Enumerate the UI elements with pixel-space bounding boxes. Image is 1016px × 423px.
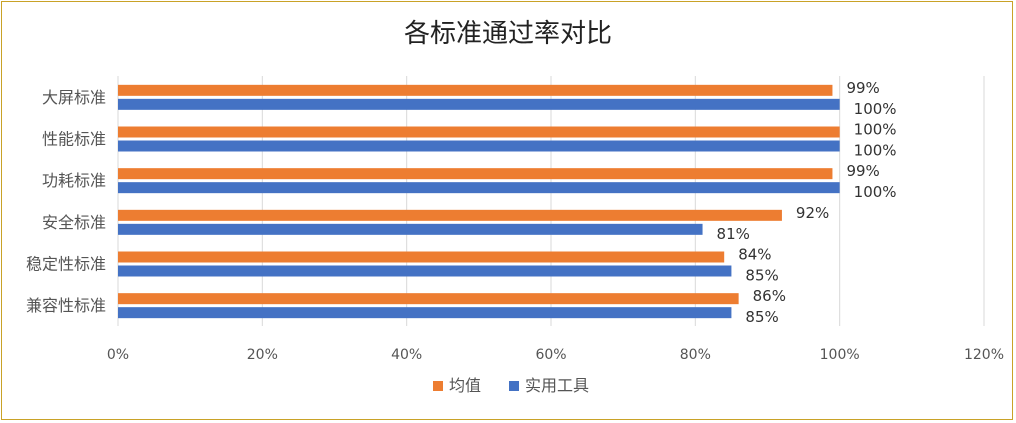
data-label: 86%: [753, 287, 786, 305]
data-label: 100%: [854, 121, 897, 139]
x-tick-label: 100%: [820, 347, 860, 363]
bar-series-2: [118, 223, 703, 235]
legend-label: 实用工具: [525, 376, 589, 395]
category-label: 稳定性标准: [26, 255, 106, 274]
legend-label: 均值: [449, 376, 481, 395]
bar-series-2: [118, 140, 840, 152]
data-label: 92%: [796, 204, 829, 222]
x-tick-label: 20%: [247, 347, 278, 363]
category-label: 功耗标准: [42, 171, 106, 190]
data-label: 85%: [745, 267, 778, 285]
x-tick-label: 0%: [107, 347, 129, 363]
bar-series-1: [118, 126, 840, 138]
category-label: 大屏标准: [42, 88, 106, 107]
x-tick-label: 80%: [680, 347, 711, 363]
data-label: 100%: [854, 142, 897, 160]
bar-series-2: [118, 307, 732, 319]
bar-series-1: [118, 84, 833, 96]
data-label: 85%: [745, 308, 778, 326]
bar-series-2: [118, 265, 732, 277]
bar-series-1: [118, 209, 782, 221]
data-label: 84%: [738, 246, 771, 264]
bar-series-2: [118, 98, 840, 110]
category-label: 性能标准: [42, 130, 106, 149]
bar-series-2: [118, 182, 840, 194]
data-label: 99%: [846, 79, 879, 97]
chart-title: 各标准通过率对比: [404, 19, 612, 49]
data-label: 81%: [717, 225, 750, 243]
x-tick-label: 120%: [964, 347, 1004, 363]
legend: 均值 实用工具: [433, 376, 589, 395]
data-label: 99%: [846, 162, 879, 180]
x-axis-ticks: 0% 20% 40% 60% 80% 100% 120%: [107, 347, 1004, 363]
x-tick-label: 60%: [535, 347, 566, 363]
x-tick-label: 40%: [391, 347, 422, 363]
bar-series-1: [118, 168, 833, 180]
bar-series-1: [118, 251, 725, 263]
category-label: 安全标准: [42, 213, 106, 232]
legend-swatch: [509, 381, 519, 391]
bar-series-1: [118, 293, 739, 305]
bars: [118, 84, 840, 319]
data-label: 100%: [854, 183, 897, 201]
category-label: 兼容性标准: [26, 296, 106, 315]
gridlines: [117, 76, 985, 326]
data-labels: 99% 100% 100% 100% 99% 100% 92% 81% 84% 85% 86% 85%: [717, 79, 897, 326]
legend-swatch: [433, 381, 443, 391]
data-label: 100%: [854, 100, 897, 118]
